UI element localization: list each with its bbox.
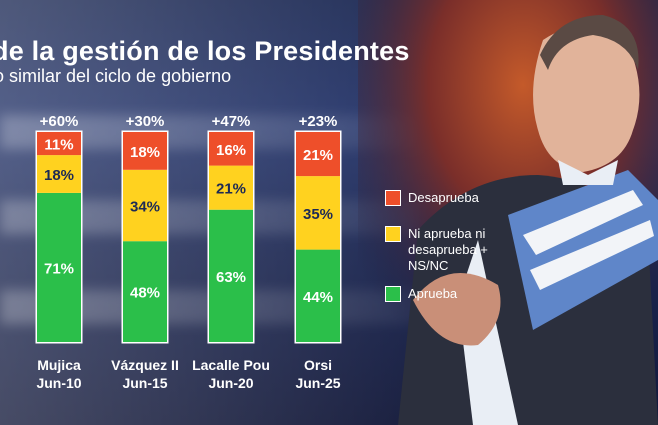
data-label: 11% [44, 137, 73, 154]
net-label: +23% [299, 113, 338, 130]
portrait-image [358, 0, 658, 425]
chart-title: de la gestión de los Presidentes [0, 36, 410, 66]
bar-segment [123, 132, 167, 170]
bar-segment [37, 155, 81, 193]
data-label: 16% [216, 142, 246, 159]
legend-swatch [385, 286, 401, 302]
legend-swatch [385, 190, 401, 206]
category-label: Orsi [304, 357, 332, 373]
data-label: 18% [130, 144, 160, 161]
legend-label: Desaprueba [408, 190, 479, 205]
data-label: 34% [130, 199, 160, 216]
data-label: 71% [44, 260, 74, 277]
net-label: +47% [212, 113, 251, 130]
legend-label: Ni aprueba ni desaprueba + NS/NC [408, 226, 488, 273]
data-label: 35% [303, 206, 333, 223]
data-label: 21% [216, 181, 246, 198]
legend-item: Desaprueba [385, 190, 538, 206]
bar-segment [37, 192, 81, 342]
legend-swatch [385, 226, 401, 242]
net-label: +30% [126, 113, 165, 130]
data-label: 63% [216, 269, 246, 286]
data-label: 21% [303, 147, 333, 164]
category-date-label: Jun-20 [208, 375, 253, 391]
bar-segment [209, 165, 253, 210]
category-label: Vázquez II [111, 357, 179, 373]
category-date-label: Jun-25 [295, 375, 340, 391]
data-label: 18% [44, 167, 74, 184]
bar-segment [296, 249, 340, 342]
legend-item: Aprueba [385, 286, 538, 302]
legend-label: Aprueba [408, 286, 458, 301]
legend-item: Ni aprueba ni desaprueba + NS/NC [385, 226, 538, 274]
bar-segment [296, 132, 340, 177]
data-label: 44% [303, 289, 333, 306]
category-date-label: Jun-10 [36, 375, 81, 391]
chart-subtitle: o similar del ciclo de gobierno [0, 66, 232, 86]
bar-segment [123, 169, 167, 242]
net-label: +60% [40, 113, 79, 130]
bar-segment [123, 241, 167, 342]
data-label: 48% [130, 285, 160, 302]
category-date-label: Jun-15 [122, 375, 167, 391]
category-label: Mujica [37, 357, 81, 373]
bar-segment [209, 209, 253, 342]
bar-segment [37, 132, 81, 156]
category-label: Lacalle Pou [192, 357, 270, 373]
bar-segment [209, 132, 253, 166]
bar-segment [296, 176, 340, 250]
